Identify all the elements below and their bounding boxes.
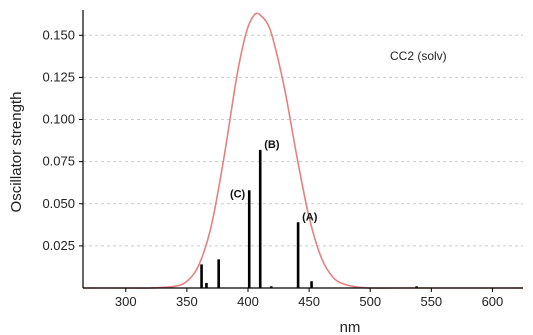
stick-annotation: (B): [264, 139, 280, 151]
y-tick-label: 0.125: [42, 69, 75, 84]
x-axis-title: nm: [340, 319, 361, 335]
x-tick-label: 600: [482, 294, 504, 309]
stick-annotation: (C): [230, 188, 246, 200]
stick-annotation: (A): [302, 211, 318, 223]
y-tick-label: 0.025: [42, 238, 75, 253]
x-tick-labels: 300 350 400 450 500 550 600: [115, 294, 503, 309]
y-tick-label: 0.075: [42, 154, 75, 169]
axes: [79, 10, 523, 292]
grid-lines: [83, 34, 523, 247]
spectrum-curve: [83, 12, 523, 289]
y-tick-labels: 0.025 0.050 0.075 0.100 0.125 0.150: [42, 27, 75, 253]
legend-label: CC2 (solv): [390, 49, 447, 63]
x-tick-label: 500: [359, 294, 381, 309]
x-tick-label: 450: [298, 294, 320, 309]
y-axis-title: Oscillator strength: [8, 92, 25, 213]
x-tick-label: 300: [115, 294, 137, 309]
x-tick-label: 400: [237, 294, 259, 309]
stick-annotations: (A) (B) (C): [230, 139, 318, 223]
y-tick-label: 0.050: [42, 196, 75, 211]
x-tick-label: 550: [420, 294, 442, 309]
x-tick-label: 350: [176, 294, 198, 309]
spectrum-curve-group: [83, 12, 523, 289]
oscillator-sticks: [200, 149, 418, 288]
y-tick-label: 0.150: [42, 27, 75, 42]
y-tick-label: 0.100: [42, 112, 75, 127]
